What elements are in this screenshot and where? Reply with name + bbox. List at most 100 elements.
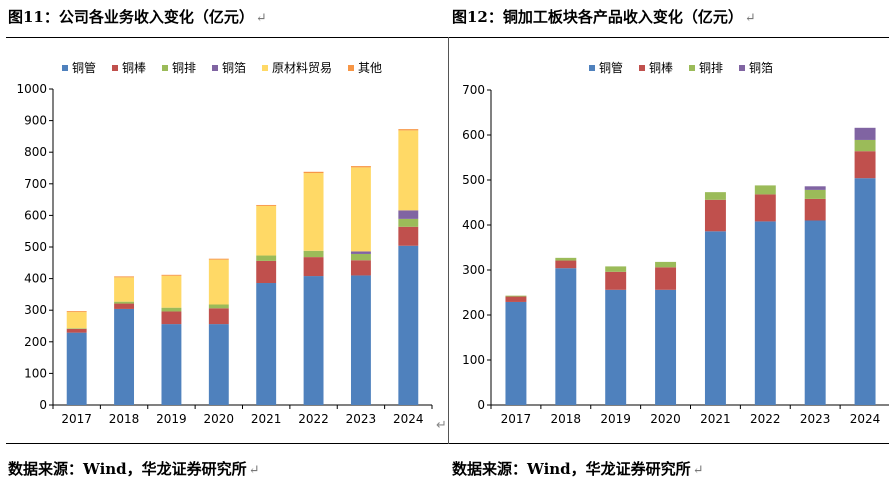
- bar-segment: [754, 194, 776, 222]
- bar-segment: [854, 127, 876, 140]
- bar-segment: [350, 253, 371, 261]
- bar-segment: [161, 324, 182, 405]
- bar-segment: [256, 205, 277, 256]
- bar-segment: [161, 311, 182, 325]
- bar-segment: [854, 178, 876, 405]
- legend-swatch: [112, 65, 118, 71]
- bar-segment: [208, 308, 229, 325]
- x-tick-label: 2024: [393, 412, 424, 426]
- right-figure-title-text: 图12：铜加工板块各产品收入变化（亿元）: [452, 8, 743, 26]
- bar-segment: [256, 204, 277, 206]
- bar-segment: [655, 261, 677, 268]
- bar-segment: [66, 328, 87, 329]
- bar-segment: [303, 250, 324, 258]
- right-source: 数据来源：Wind，华龙证券研究所 ↵: [452, 458, 704, 479]
- x-tick-label: 2019: [156, 412, 187, 426]
- y-tick-label: 200: [462, 308, 485, 322]
- y-tick-label: 0: [39, 398, 47, 412]
- bar-segment: [605, 266, 627, 272]
- legend-label: 其他: [358, 61, 382, 75]
- x-tick-label: 2017: [501, 412, 532, 426]
- bar-segment: [350, 251, 371, 254]
- x-tick-label: 2017: [61, 412, 92, 426]
- y-tick-label: 600: [462, 128, 485, 142]
- bar-segment: [114, 308, 135, 405]
- return-mark-icon: ↵: [744, 11, 756, 26]
- bar-segment: [555, 257, 577, 261]
- legend-label: 铜箔: [222, 60, 246, 75]
- bar-segment: [398, 130, 419, 211]
- bar-segment: [114, 301, 135, 304]
- bar-segment: [114, 303, 135, 309]
- x-tick-label: 2023: [346, 412, 377, 426]
- bar-segment: [350, 260, 371, 276]
- legend-label: 原材料贸易: [272, 61, 332, 75]
- bar-segment: [208, 304, 229, 309]
- y-tick-label: 300: [462, 263, 485, 277]
- bar-segment: [505, 301, 527, 405]
- return-mark-icon: ↵: [255, 11, 267, 26]
- bar-segment: [303, 173, 324, 251]
- y-tick-label: 500: [24, 240, 47, 254]
- bar-segment: [161, 307, 182, 312]
- y-tick-label: 400: [24, 272, 47, 286]
- bar-segment: [66, 328, 87, 333]
- y-tick-label: 1000: [16, 82, 47, 96]
- bar-segment: [66, 311, 87, 313]
- right-source-text: 数据来源：Wind，华龙证券研究所: [452, 460, 691, 478]
- bar-segment: [854, 139, 876, 152]
- legend-swatch: [62, 65, 68, 71]
- bar-segment: [704, 231, 726, 405]
- y-tick-label: 100: [24, 366, 47, 380]
- bar-segment: [256, 255, 277, 261]
- legend-swatch: [348, 65, 354, 71]
- bar-segment: [754, 221, 776, 405]
- figure-divider: [448, 37, 449, 444]
- left-figure-title: 图11：公司各业务收入变化（亿元） ↵: [8, 6, 267, 27]
- y-tick-label: 0: [477, 398, 485, 412]
- y-tick-label: 200: [24, 335, 47, 349]
- legend-swatch: [739, 65, 745, 71]
- bar-segment: [854, 151, 876, 179]
- bar-segment: [655, 267, 677, 290]
- y-tick-label: 300: [24, 303, 47, 317]
- bar-segment: [161, 275, 182, 308]
- x-tick-label: 2024: [850, 412, 881, 426]
- x-tick-label: 2018: [109, 412, 140, 426]
- bar-segment: [303, 257, 324, 277]
- bar-segment: [655, 289, 677, 405]
- return-mark-icon: ↵: [248, 463, 260, 478]
- top-rule: [6, 37, 889, 38]
- right-figure-title: 图12：铜加工板块各产品收入变化（亿元） ↵: [452, 6, 756, 27]
- bar-segment: [350, 166, 371, 168]
- return-mark-icon: ↵: [692, 463, 704, 478]
- legend-label: 铜管: [72, 60, 96, 75]
- y-tick-label: 700: [24, 177, 47, 191]
- y-tick-label: 700: [462, 83, 485, 97]
- bar-segment: [350, 167, 371, 252]
- left-chart: 0 100 200 300 400 500 600 700 800 900 1000 2017 2018…: [16, 60, 433, 426]
- bar-segment: [704, 192, 726, 200]
- x-tick-label: 2022: [750, 412, 781, 426]
- bar-segment: [804, 189, 826, 199]
- bar-segment: [605, 271, 627, 290]
- bar-segment: [555, 260, 577, 269]
- bar-segment: [303, 171, 324, 174]
- left-source-text: 数据来源：Wind，华龙证券研究所: [8, 460, 247, 478]
- bar-segment: [114, 276, 135, 278]
- bar-segment: [605, 289, 627, 405]
- legend-label: 铜排: [699, 60, 723, 75]
- x-tick-label: 2020: [204, 412, 235, 426]
- legend-label: 铜棒: [649, 60, 673, 75]
- x-tick-label: 2023: [800, 412, 831, 426]
- bar-segment: [66, 332, 87, 405]
- bar-segment: [256, 260, 277, 284]
- y-tick-label: 100: [462, 353, 485, 367]
- y-tick-label: 500: [462, 173, 485, 187]
- legend-swatch: [639, 65, 645, 71]
- bar-segment: [505, 295, 527, 297]
- bar-segment: [555, 268, 577, 405]
- legend-label: 铜箔: [749, 60, 773, 75]
- bar-segment: [804, 198, 826, 221]
- bar-segment: [350, 275, 371, 405]
